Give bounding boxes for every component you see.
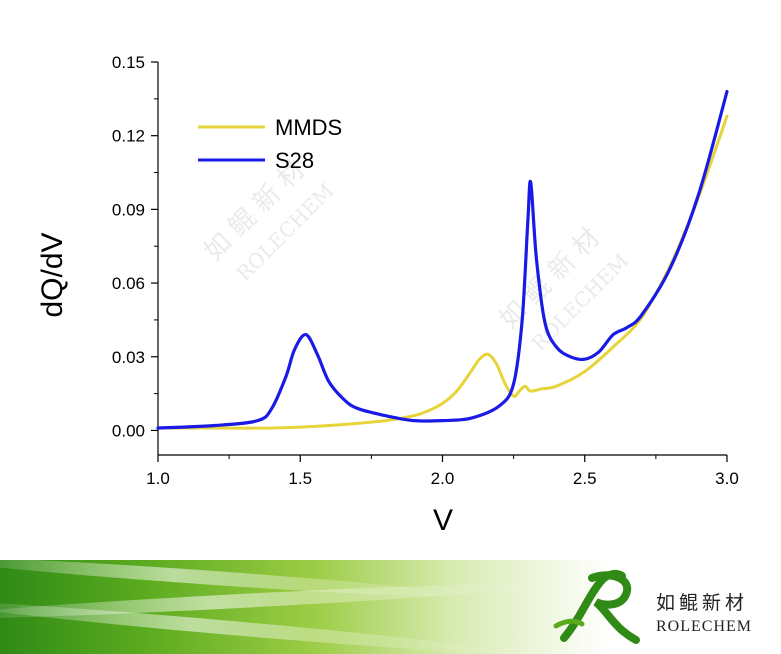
chart: 如 鲲 新 材 ROLECHEM 如 鲲 新 材 ROLECHEM 1.0 1.5… — [36, 53, 739, 537]
legend-label-s28: S28 — [275, 148, 314, 173]
legend-label-mmds: MMDS — [275, 115, 342, 140]
y-tick-labels: 0.00 0.03 0.06 0.09 0.12 0.15 — [112, 53, 145, 440]
rolechem-logo-icon — [553, 569, 640, 644]
y-axis-title: dQ/dV — [36, 232, 69, 317]
x-tick-label: 2.0 — [431, 469, 455, 488]
watermark: 如 鲲 新 材 ROLECHEM 如 鲲 新 材 ROLECHEM — [199, 155, 634, 356]
y-tick-label: 0.06 — [112, 274, 145, 293]
brand-name-en: ROLECHEM — [656, 618, 752, 635]
y-tick-label: 0.00 — [112, 421, 145, 440]
brand-block: 如鲲新材 ROLECHEM — [552, 566, 777, 648]
decorative-footer-band — [0, 560, 781, 654]
series-line-s28 — [156, 89, 729, 430]
brand-name-cn: 如鲲新材 — [656, 592, 749, 614]
y-tick-label: 0.15 — [112, 53, 145, 72]
series-line-mmds — [156, 114, 729, 430]
x-tick-label: 1.5 — [288, 469, 312, 488]
y-tick-label: 0.12 — [112, 127, 145, 146]
x-tick-label: 2.5 — [573, 469, 597, 488]
tick-marks — [151, 61, 728, 462]
x-tick-labels: 1.0 1.5 2.0 2.5 3.0 — [146, 469, 739, 488]
legend: MMDS S28 — [198, 115, 342, 173]
y-tick-label: 0.03 — [112, 348, 145, 367]
x-tick-label: 3.0 — [715, 469, 739, 488]
x-tick-label: 1.0 — [146, 469, 170, 488]
series-curves — [156, 89, 729, 430]
x-axis-title: V — [433, 504, 453, 537]
y-tick-label: 0.09 — [112, 200, 145, 219]
